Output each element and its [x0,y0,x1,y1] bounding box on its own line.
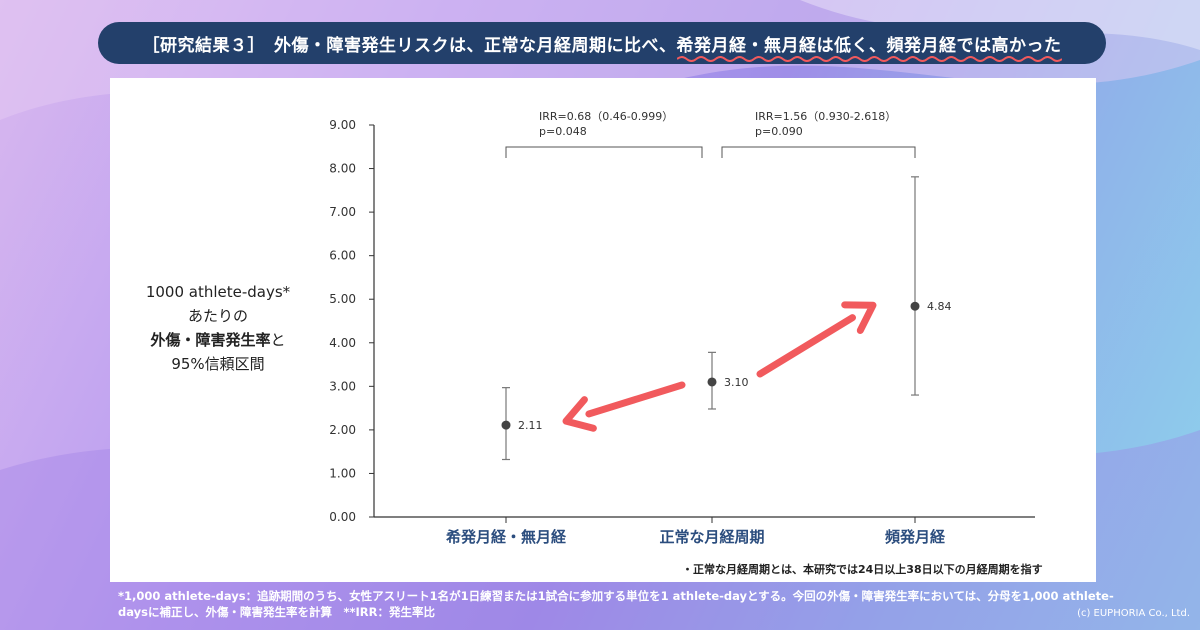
data-point [501,420,511,430]
data-value-label: 2.11 [518,419,543,432]
y-tick-label: 6.00 [329,249,356,263]
y-tick-label: 4.00 [329,336,356,350]
copyright: (c) EUPHORIA Co., Ltd. [1077,608,1190,619]
irr-label: IRR=1.56（0.930-2.618） [755,110,896,123]
footnote-line1: *1,000 athlete-days：追跡期間のうち、女性アスリート1名が1日… [118,589,1114,603]
irr-label: IRR=0.68（0.46-0.999） [539,110,673,123]
p-value-label: p=0.048 [539,125,587,138]
y-tick-label: 8.00 [329,162,356,176]
title-highlight: 希発月経・無月経は低く、頻発月経では高かった [676,35,1062,56]
error-bar-chart: 0.00 1.00 2.00 3.00 4.00 5.00 6.00 7.00 8.00 9.00… [329,110,1035,546]
y-tick-label: 9.00 [329,118,356,132]
p-value-label: p=0.090 [755,125,803,138]
data-value-label: 4.84 [927,300,952,313]
y-tick-label: 3.00 [329,379,356,393]
x-category-label: 頻発月経 [885,528,946,546]
data-point [707,377,717,387]
y-tick-label: 0.00 [329,510,356,524]
footnote-line2: daysに補正し、外傷・障害発生率を計算 **IRR：発生率比 [118,605,435,619]
normal-cycle-note: ・正常な月経周期とは、本研究では24日以上38日以下の月経周期を指す [682,563,1043,576]
y-tick-label: 7.00 [329,205,356,219]
title-prefix: ［研究結果３］ 外傷・障害発生リスクは、正常な月経周期に比べ、 [142,35,677,56]
y-axis-label-line2: あたりの [187,307,248,325]
increase-arrow-shaft [756,314,856,378]
y-tick-label: 2.00 [329,423,356,437]
wavy-underline [676,55,1062,62]
footnote: *1,000 athlete-days：追跡期間のうち、女性アスリート1名が1日… [118,588,1118,620]
x-category-label: 正常な月経周期 [659,528,764,546]
data-point [910,301,920,311]
y-axis-label-tail: と [270,331,286,349]
increase-arrow-head [841,301,877,334]
y-axis-label-line3: 外傷・障害発生率と [118,328,318,352]
x-category-label: 希発月経・無月経 [446,528,567,546]
comparison-bracket [721,146,916,158]
y-tick-label: 5.00 [329,292,356,306]
y-axis-label-bold: 外傷・障害発生率 [150,331,271,349]
decrease-arrow-shaft [585,381,686,418]
y-axis-label-line4: 95%信頼区間 [171,355,265,373]
y-axis-label: 1000 athlete-days* あたりの 外傷・障害発生率と 95%信頼区… [118,280,318,376]
chart-panel [110,78,1096,582]
comparison-bracket [505,146,703,158]
data-value-label: 3.10 [724,376,749,389]
title-highlight-wrap: 希発月経・無月経は低く、頻発月経では高かった [676,31,1062,62]
y-axis-label-line1: 1000 athlete-days* [145,283,291,301]
y-tick-label: 1.00 [329,466,356,480]
title-bar: ［研究結果３］ 外傷・障害発生リスクは、正常な月経周期に比べ、 希発月経・無月経… [98,22,1106,64]
decrease-arrow-head [562,396,597,432]
